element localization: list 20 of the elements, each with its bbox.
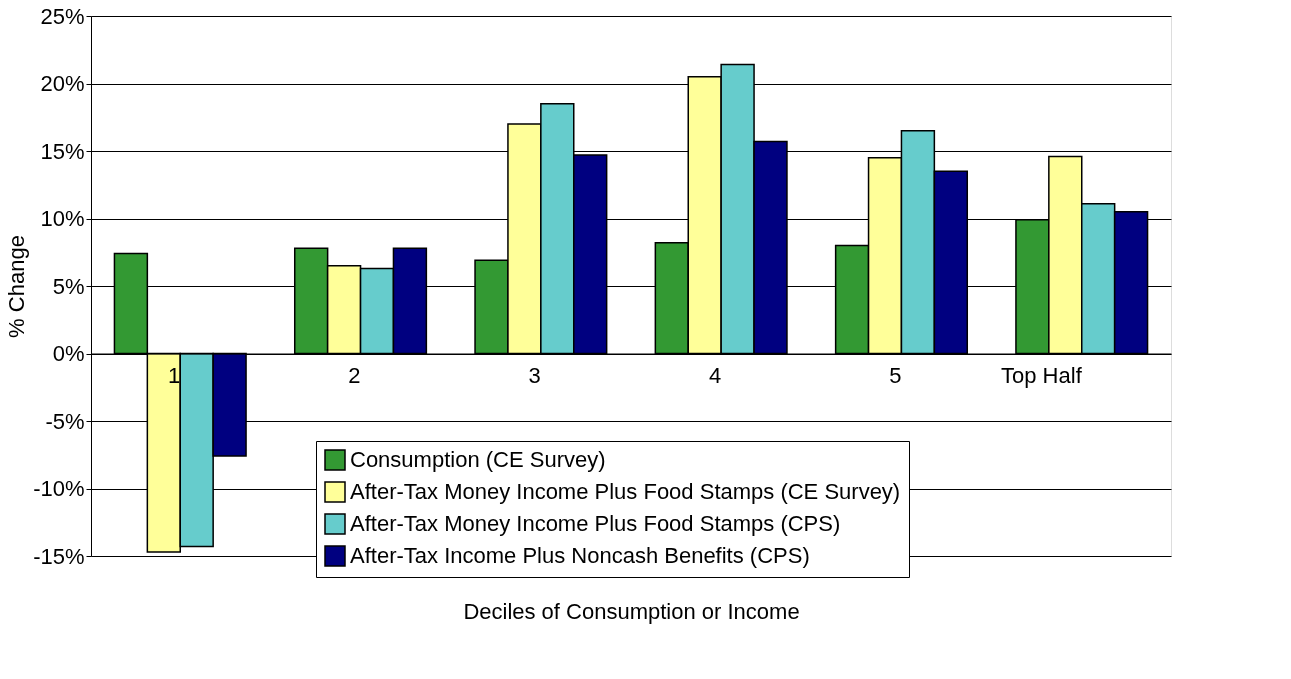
legend-label: After-Tax Money Income Plus Food Stamps (CPS) [350,511,841,536]
y-tick-label: 5% [52,273,85,299]
y-tick-label: 10% [40,206,85,231]
legend-label: After-Tax Income Plus Noncash Benefits (CPS) [350,543,810,568]
y-tick-label: -15% [33,543,85,569]
legend-label: After-Tax Money Income Plus Food Stamps (CE Survey) [350,479,901,504]
y-tick-label: 25% [40,3,85,29]
y-tick-label: 20% [40,71,85,96]
y-tick-label: 15% [40,138,85,164]
x-tick-label: 3 [528,363,541,388]
legend-label: Consumption (CE Survey) [350,447,606,472]
y-tick-label: -5% [45,408,85,434]
y-axis-title: % Change [4,235,30,338]
y-tick-label: 0% [52,341,85,366]
y-tick-label: -10% [33,476,85,501]
x-tick-label: 5 [889,363,902,388]
x-axis-title: Deciles of Consumption or Income [463,598,800,624]
x-tick-label: Top Half [1001,363,1083,388]
x-tick-label: 4 [708,363,722,388]
x-tick-label: 2 [348,363,361,388]
